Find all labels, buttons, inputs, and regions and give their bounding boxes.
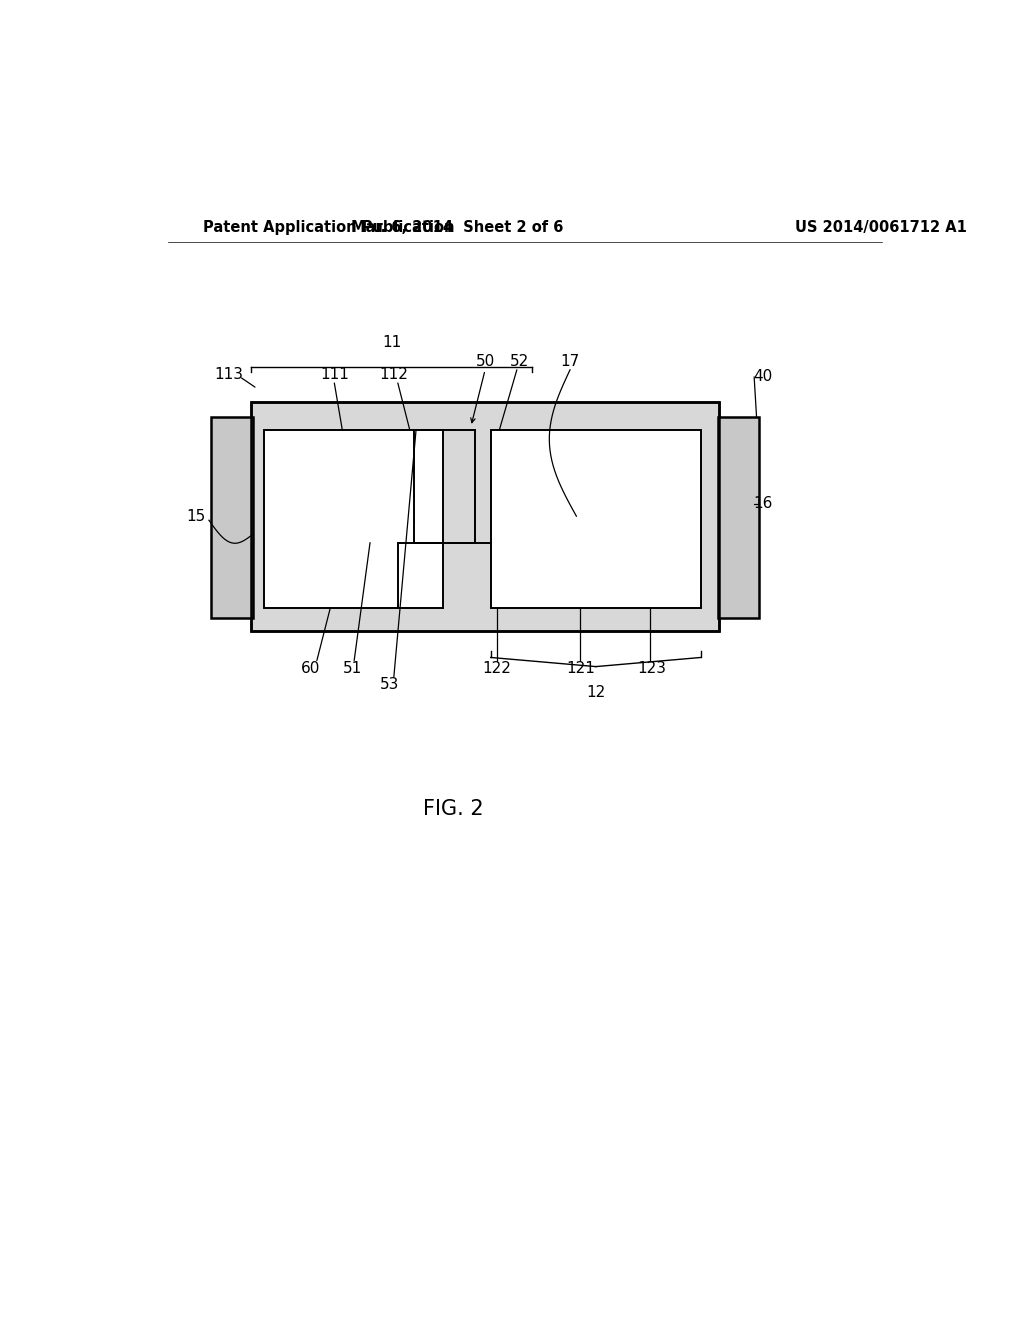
Text: 40: 40 bbox=[754, 370, 772, 384]
Text: 121: 121 bbox=[566, 661, 595, 676]
Bar bbox=[211, 417, 253, 618]
Text: 50: 50 bbox=[475, 354, 495, 370]
Text: 15: 15 bbox=[185, 508, 205, 524]
Bar bbox=[251, 403, 719, 631]
Text: US 2014/0061712 A1: US 2014/0061712 A1 bbox=[795, 220, 967, 235]
Text: 17: 17 bbox=[560, 354, 580, 370]
Text: 122: 122 bbox=[482, 661, 511, 676]
Text: 12: 12 bbox=[586, 685, 605, 700]
Text: 60: 60 bbox=[301, 661, 321, 676]
Text: FIG. 2: FIG. 2 bbox=[423, 799, 483, 818]
Text: 111: 111 bbox=[319, 367, 349, 383]
Text: 16: 16 bbox=[754, 496, 772, 511]
Bar bbox=[264, 430, 443, 607]
Text: 11: 11 bbox=[382, 335, 401, 351]
Bar bbox=[490, 430, 701, 607]
Text: 53: 53 bbox=[380, 677, 399, 693]
Bar bbox=[718, 417, 759, 618]
Text: 113: 113 bbox=[214, 367, 244, 383]
Bar bbox=[251, 403, 719, 631]
Text: 123: 123 bbox=[637, 661, 667, 676]
Text: 52: 52 bbox=[510, 354, 528, 370]
Text: 51: 51 bbox=[343, 661, 362, 676]
Text: 112: 112 bbox=[380, 367, 409, 383]
Text: Mar. 6, 2014  Sheet 2 of 6: Mar. 6, 2014 Sheet 2 of 6 bbox=[351, 220, 563, 235]
Text: Patent Application Publication: Patent Application Publication bbox=[204, 220, 455, 235]
